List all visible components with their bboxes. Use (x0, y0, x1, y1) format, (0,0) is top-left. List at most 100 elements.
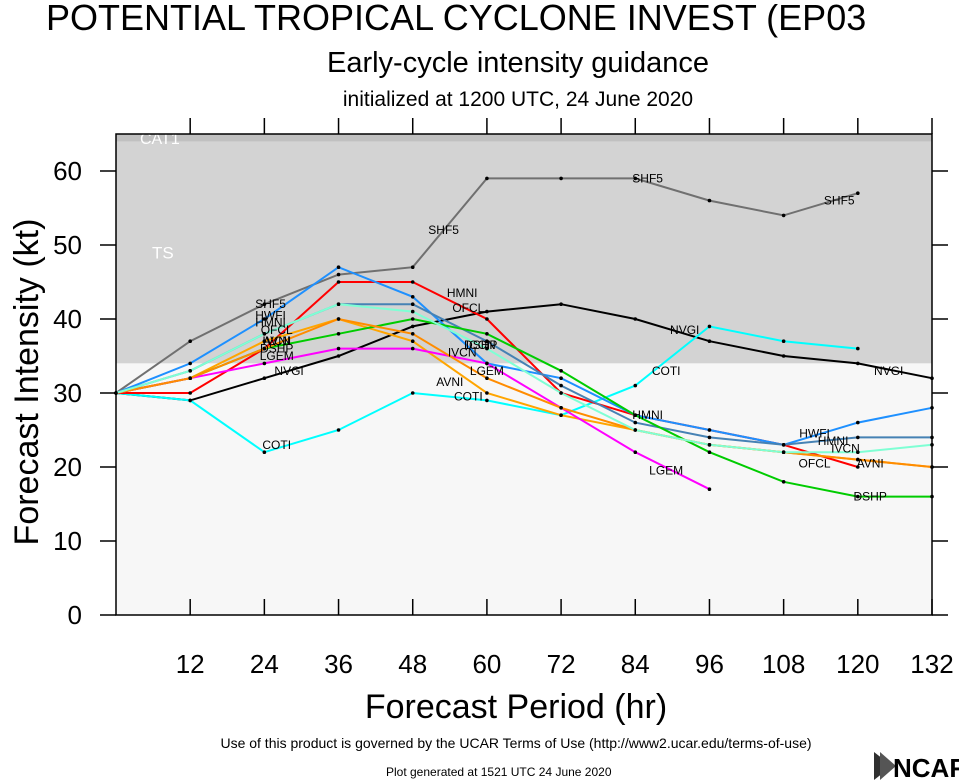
plot-generated: Plot generated at 1521 UTC 24 June 2020 (386, 765, 612, 779)
series-point-nvgi (262, 376, 267, 381)
series-point-icon (633, 428, 638, 432)
series-point-avni (856, 457, 860, 462)
series-label-lgem: LGEM (470, 364, 504, 378)
series-label-hmni: HMNI (255, 316, 286, 330)
series-point-nvgi (707, 339, 712, 344)
series-label-ivcn: IVCN (448, 345, 477, 359)
series-label-nvgi: NVGI (874, 364, 903, 378)
x-tick-label: 72 (547, 649, 576, 679)
ts-band (116, 134, 932, 364)
x-tick-label: 108 (762, 649, 805, 679)
series-point-icon (781, 450, 786, 455)
series-point-hmni (856, 465, 860, 469)
series-point-nvgi (410, 324, 415, 329)
series-point-dshp (707, 450, 712, 455)
series-point-hwfi (410, 295, 415, 299)
terms-of-use: Use of this product is governed by the U… (220, 735, 811, 751)
y-tick-label: 20 (53, 452, 82, 482)
series-point-shf5 (559, 176, 563, 181)
series-point-ivcn (856, 435, 860, 440)
series-point-dshp (410, 317, 415, 321)
x-tick-label: 60 (472, 649, 501, 679)
series-label-coti: COTI (454, 390, 483, 404)
series-point-hwfi (559, 376, 563, 381)
series-point-shf5 (485, 176, 489, 181)
series-label-coti: COTI (262, 438, 291, 452)
ncar-logo-text: NCAR (893, 753, 959, 780)
series-point-hwfi (336, 265, 341, 270)
series-point-hmni (188, 391, 192, 395)
x-tick-label: 24 (250, 649, 279, 679)
series-label-hwfi: HWFI (799, 427, 830, 441)
plot-frame (115, 133, 933, 616)
ts-band-label: TS (152, 243, 174, 262)
series-label-dshp: DSHP (464, 338, 497, 352)
series-point-coti (707, 324, 712, 329)
series-point-coti (633, 383, 638, 388)
series-point-shf5 (188, 339, 192, 344)
series-point-shf5 (781, 213, 786, 218)
series-point-ofcl (410, 339, 415, 344)
series-label-dshp: DSHP (260, 342, 293, 356)
series-point-dshp (336, 332, 341, 336)
series-point-ivcn (485, 339, 489, 344)
series-point-nvgi (633, 317, 638, 321)
series-point-avni (188, 376, 192, 381)
series-point-nvgi (559, 302, 563, 307)
y-axis-label: Forecast Intensity (kt) (8, 219, 46, 546)
series-point-hmni (336, 280, 341, 284)
series-label-hmni: HMNI (447, 286, 478, 300)
series-point-ofcl (262, 339, 267, 344)
series-label-coti: COTI (652, 364, 681, 378)
series-point-hmni (410, 280, 415, 284)
series-label-avni: AVNI (857, 456, 884, 470)
ncar-logo: NCAR (874, 752, 959, 780)
series-label-nvgi: NVGI (670, 323, 699, 337)
series-label-shf5: SHF5 (255, 297, 286, 311)
series-point-icon (410, 309, 415, 314)
series-line-icon (115, 303, 933, 454)
series-point-coti (410, 391, 415, 395)
series-point-dshp (633, 413, 638, 418)
series-point-coti (188, 398, 192, 403)
x-tick-label: 120 (836, 649, 879, 679)
x-tick-label: 36 (324, 649, 353, 679)
y-tick-label: 10 (53, 526, 82, 556)
series-label-hmni: HMNI (632, 408, 663, 422)
series-point-avni (559, 406, 563, 410)
plot-area: CAT1 TS SHF5 SHF5 SHF5 SHF5 NVGI NVGI NVGI COTI CO… (53, 118, 954, 679)
x-tick-label: 132 (910, 649, 953, 679)
series-label-hmni: HMNI (818, 434, 849, 448)
series-label-ivcn: IVCN (831, 442, 860, 456)
x-axis-label: Forecast Period (hr) (365, 688, 667, 726)
series-point-shf5 (633, 176, 638, 181)
series-point-coti (336, 428, 341, 432)
x-tick-label: 96 (695, 649, 724, 679)
series-point-ivcn (633, 420, 638, 425)
series-point-nvgi (856, 361, 860, 366)
series-point-icon (856, 450, 860, 455)
series-point-icon (188, 369, 192, 373)
series-point-shf5 (856, 191, 860, 195)
series-line-avni (115, 317, 933, 468)
series-point-nvgi (485, 309, 489, 314)
series-point-avni (410, 332, 415, 336)
series-label-lgem: LGEM (649, 464, 683, 478)
series-label-dshp: DSHP (854, 490, 887, 504)
series-point-dshp (781, 480, 786, 484)
series-point-icon (559, 391, 563, 395)
series-label-avni: AVNI (263, 334, 290, 348)
series-point-lgem (262, 361, 267, 366)
series-point-icon (485, 346, 489, 351)
series-label-lgem: LGEM (260, 349, 294, 363)
series-label-shf5: SHF5 (428, 223, 459, 237)
series-point-shf5 (336, 272, 341, 277)
x-tick-label: 84 (621, 649, 650, 679)
series-point-icon (262, 332, 267, 336)
series-point-coti (781, 339, 786, 344)
below-ts-band (116, 363, 932, 615)
series-label-ivcn: IVCN (262, 334, 291, 348)
series-point-ofcl (485, 391, 489, 395)
series-point-coti (262, 450, 267, 455)
series-point-ivcn (707, 435, 712, 440)
